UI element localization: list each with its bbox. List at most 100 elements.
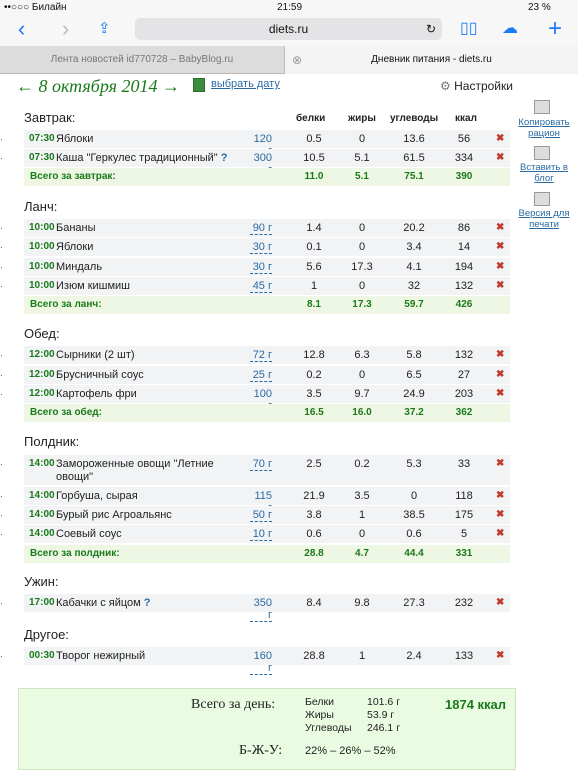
print-version-link[interactable]: Версия для печати bbox=[518, 208, 570, 230]
food-name[interactable]: Бурый рис Агроальянс bbox=[56, 509, 252, 522]
tab-bar: Лента новостей id770728 – BabyBlog.ru Дн… bbox=[0, 46, 578, 74]
info-icon[interactable]: ? bbox=[143, 597, 151, 609]
kcal-cell: 5 bbox=[460, 528, 468, 540]
col-fat: жиры bbox=[348, 113, 376, 124]
calendar-icon[interactable] bbox=[193, 78, 205, 92]
food-name[interactable]: Картофель фри bbox=[56, 388, 252, 401]
meal-heading: Обед: bbox=[24, 326, 60, 341]
copy-ration-link[interactable]: Копировать рацион bbox=[518, 117, 570, 139]
protein-cell: 0.5 bbox=[306, 133, 322, 145]
back-icon[interactable]: ‹ bbox=[18, 16, 26, 41]
grams-input[interactable]: 25 г bbox=[250, 369, 272, 382]
carb-cell: 38.5 bbox=[403, 509, 425, 521]
food-name[interactable]: Бананы bbox=[56, 222, 252, 235]
food-name[interactable]: Каша "Геркулес традиционный" ? bbox=[56, 152, 252, 165]
fat-cell: 9.8 bbox=[354, 597, 370, 609]
grams-input[interactable]: 30 г bbox=[250, 261, 272, 274]
food-row: 14:00 Соевый соус 10 г 0.6 0 0.6 5 ✖ bbox=[24, 525, 510, 544]
food-name[interactable]: Яблоки bbox=[56, 133, 252, 146]
grams-input[interactable]: 10 г bbox=[250, 528, 272, 541]
delete-icon[interactable]: ✖ bbox=[496, 650, 505, 661]
food-name[interactable]: Кабачки с яйцом ? bbox=[56, 597, 252, 610]
food-name[interactable]: Сырники (2 шт) bbox=[56, 349, 252, 362]
delete-icon[interactable]: ✖ bbox=[496, 490, 505, 501]
food-name[interactable]: Замороженные овощи "Летние овощи" bbox=[56, 458, 252, 484]
share-icon[interactable]: ⇪ bbox=[98, 20, 111, 37]
address-bar[interactable]: diets.ru ↻ bbox=[135, 18, 442, 40]
grams-input[interactable]: 160 г bbox=[250, 650, 272, 675]
food-name[interactable]: Яблоки bbox=[56, 241, 252, 254]
gear-icon: ⚙ bbox=[440, 79, 451, 93]
food-name[interactable]: Горбуша, сырая bbox=[56, 490, 252, 503]
delete-icon[interactable]: ✖ bbox=[496, 152, 505, 163]
delete-icon[interactable]: ✖ bbox=[496, 261, 505, 272]
new-tab-icon[interactable]: + bbox=[548, 15, 563, 42]
row-edge-marker: · bbox=[0, 598, 3, 608]
close-tab-icon[interactable]: ⊗ bbox=[292, 53, 303, 67]
info-icon[interactable]: ? bbox=[220, 152, 228, 164]
insert-blog-link[interactable]: Вставить в блог bbox=[520, 162, 568, 184]
settings-link[interactable]: ⚙ Настройки bbox=[440, 79, 513, 93]
carb-cell: 20.2 bbox=[403, 222, 425, 234]
pick-date-link[interactable]: выбрать дату bbox=[211, 78, 280, 90]
row-edge-marker: · bbox=[0, 153, 3, 163]
grams-input[interactable]: 45 г bbox=[250, 280, 272, 293]
total-carb: 44.4 bbox=[404, 548, 424, 559]
prev-day-arrow[interactable]: ← bbox=[16, 76, 34, 96]
carb-label: Углеводы bbox=[305, 722, 352, 734]
fat-cell: 3.5 bbox=[354, 490, 370, 502]
meal-total-row: Всего за полдник: 28.8 4.7 44.4 331 bbox=[24, 545, 510, 563]
next-day-arrow[interactable]: → bbox=[161, 76, 180, 96]
carb-value: 246.1 г bbox=[367, 722, 401, 734]
grams-input[interactable]: 350 г bbox=[250, 597, 272, 622]
grams-input[interactable]: 30 г bbox=[250, 241, 272, 254]
grams-input[interactable]: 50 г bbox=[250, 509, 272, 522]
grams-input[interactable]: 70 г bbox=[250, 458, 272, 471]
cloud-tabs-icon[interactable]: ☁ bbox=[502, 20, 518, 37]
tab-diets[interactable]: Дневник питания - diets.ru bbox=[284, 46, 578, 74]
carb-cell: 13.6 bbox=[403, 133, 425, 145]
meal-total-label: Всего за полдник: bbox=[30, 548, 120, 559]
delete-icon[interactable]: ✖ bbox=[496, 388, 505, 399]
fat-cell: 0 bbox=[358, 241, 366, 253]
delete-icon[interactable]: ✖ bbox=[496, 133, 505, 144]
total-protein: 16.5 bbox=[304, 407, 324, 418]
delete-icon[interactable]: ✖ bbox=[496, 349, 505, 360]
food-row: 17:00 Кабачки с яйцом ? 350 г 8.4 9.8 27.3 232… bbox=[24, 594, 510, 622]
forward-icon[interactable]: › bbox=[62, 16, 70, 41]
food-name[interactable]: Изюм кишмиш bbox=[56, 280, 252, 293]
blog-icon[interactable] bbox=[534, 146, 550, 160]
food-name-text: Яблоки bbox=[56, 241, 94, 253]
print-icon[interactable] bbox=[534, 192, 550, 206]
reload-icon[interactable]: ↻ bbox=[425, 22, 436, 36]
kcal-cell: 56 bbox=[457, 133, 471, 145]
delete-icon[interactable]: ✖ bbox=[496, 369, 505, 380]
row-edge-marker: · bbox=[0, 134, 3, 144]
food-name[interactable]: Творог нежирный bbox=[56, 650, 252, 663]
meal-time: 07:30 bbox=[29, 133, 55, 144]
delete-icon[interactable]: ✖ bbox=[496, 509, 505, 520]
meal-time: 10:00 bbox=[29, 261, 55, 272]
tab-babyblog[interactable]: Лента новостей id770728 – BabyBlog.ru bbox=[50, 54, 234, 65]
copy-icon[interactable] bbox=[534, 100, 550, 114]
delete-icon[interactable]: ✖ bbox=[496, 222, 505, 233]
grams-input[interactable]: 90 г bbox=[250, 222, 272, 235]
food-name[interactable]: Брусничный соус bbox=[56, 369, 252, 382]
kcal-cell: 14 bbox=[457, 241, 471, 253]
delete-icon[interactable]: ✖ bbox=[496, 280, 505, 291]
total-carb: 75.1 bbox=[404, 171, 424, 182]
fat-cell: 0.2 bbox=[354, 458, 370, 470]
meal-heading: Полдник: bbox=[24, 434, 80, 449]
protein-cell: 2.5 bbox=[306, 458, 322, 470]
grams-input[interactable]: 72 г bbox=[250, 349, 272, 362]
bookmarks-icon[interactable]: ▯▯ bbox=[460, 20, 478, 37]
delete-icon[interactable]: ✖ bbox=[496, 528, 505, 539]
meal-time: 07:30 bbox=[29, 152, 55, 163]
delete-icon[interactable]: ✖ bbox=[496, 241, 505, 252]
delete-icon[interactable]: ✖ bbox=[496, 597, 505, 608]
row-edge-marker: · bbox=[0, 370, 3, 380]
delete-icon[interactable]: ✖ bbox=[496, 458, 505, 469]
food-name[interactable]: Соевый соус bbox=[56, 528, 252, 541]
food-name[interactable]: Миндаль bbox=[56, 261, 252, 274]
carb-cell: 0.6 bbox=[406, 528, 422, 540]
